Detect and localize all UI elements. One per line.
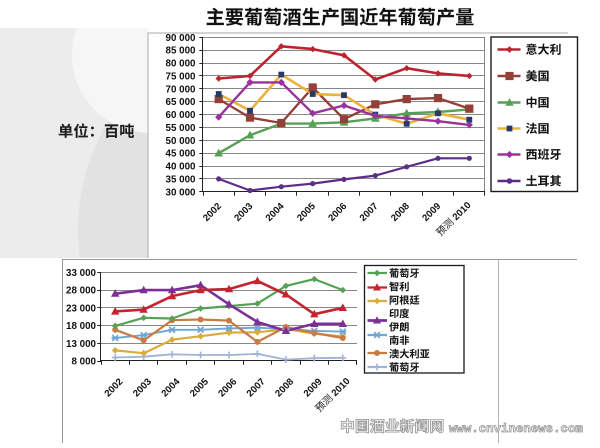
svg-text:33 000: 33 000 <box>66 268 97 279</box>
svg-text:www.cnvinenews.com: www.cnvinenews.com <box>449 422 583 436</box>
svg-text:90 000: 90 000 <box>166 33 197 44</box>
svg-text:8 000: 8 000 <box>71 357 96 368</box>
svg-text:75 000: 75 000 <box>166 71 197 82</box>
svg-text:40 000: 40 000 <box>166 162 197 173</box>
svg-text:60 000: 60 000 <box>166 110 197 121</box>
svg-text:18 000: 18 000 <box>66 321 97 332</box>
svg-text:80 000: 80 000 <box>166 59 197 70</box>
svg-text:70 000: 70 000 <box>166 84 197 95</box>
svg-text:23 000: 23 000 <box>66 303 97 314</box>
svg-text:28 000: 28 000 <box>66 286 97 297</box>
svg-text:65 000: 65 000 <box>166 97 197 108</box>
svg-text:30 000: 30 000 <box>166 187 197 198</box>
svg-text:45 000: 45 000 <box>166 149 197 160</box>
svg-text:13 000: 13 000 <box>66 339 97 350</box>
svg-text:55 000: 55 000 <box>166 123 197 134</box>
svg-text:50 000: 50 000 <box>166 136 197 147</box>
svg-text:85 000: 85 000 <box>166 46 197 57</box>
svg-text:35 000: 35 000 <box>166 174 197 185</box>
